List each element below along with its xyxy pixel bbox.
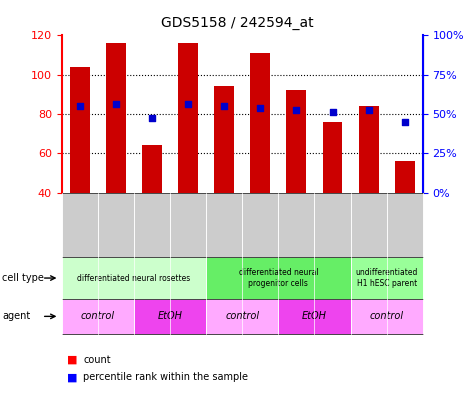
Point [293, 107, 300, 113]
Point [365, 107, 372, 113]
Text: differentiated neural rosettes: differentiated neural rosettes [77, 274, 190, 283]
Bar [106, 43, 126, 193]
Text: control: control [370, 311, 404, 321]
Text: count: count [83, 354, 111, 365]
Text: undifferentiated
H1 hESC parent: undifferentiated H1 hESC parent [355, 268, 418, 288]
Bar [250, 53, 270, 193]
Text: ■: ■ [66, 354, 77, 365]
Text: ■: ■ [66, 372, 77, 382]
Point [256, 105, 264, 111]
Point [184, 101, 192, 107]
Text: percentile rank within the sample: percentile rank within the sample [83, 372, 248, 382]
Bar [214, 86, 234, 193]
Text: control: control [81, 311, 115, 321]
Bar [286, 90, 306, 193]
Text: cell type: cell type [2, 273, 44, 283]
Bar [142, 145, 162, 193]
Text: EtOH: EtOH [158, 311, 182, 321]
Point [220, 103, 228, 109]
Point [76, 103, 84, 109]
Point [112, 101, 120, 107]
Bar [395, 161, 415, 193]
Bar [178, 43, 198, 193]
Text: EtOH: EtOH [302, 311, 327, 321]
Text: differentiated neural
progenitor cells: differentiated neural progenitor cells [238, 268, 318, 288]
Point [329, 109, 336, 115]
Point [401, 119, 408, 125]
Text: agent: agent [2, 311, 30, 321]
Bar [359, 106, 379, 193]
Text: GDS5158 / 242594_at: GDS5158 / 242594_at [161, 16, 314, 30]
Bar [70, 67, 90, 193]
Bar [323, 122, 342, 193]
Text: control: control [225, 311, 259, 321]
Point [148, 115, 156, 121]
